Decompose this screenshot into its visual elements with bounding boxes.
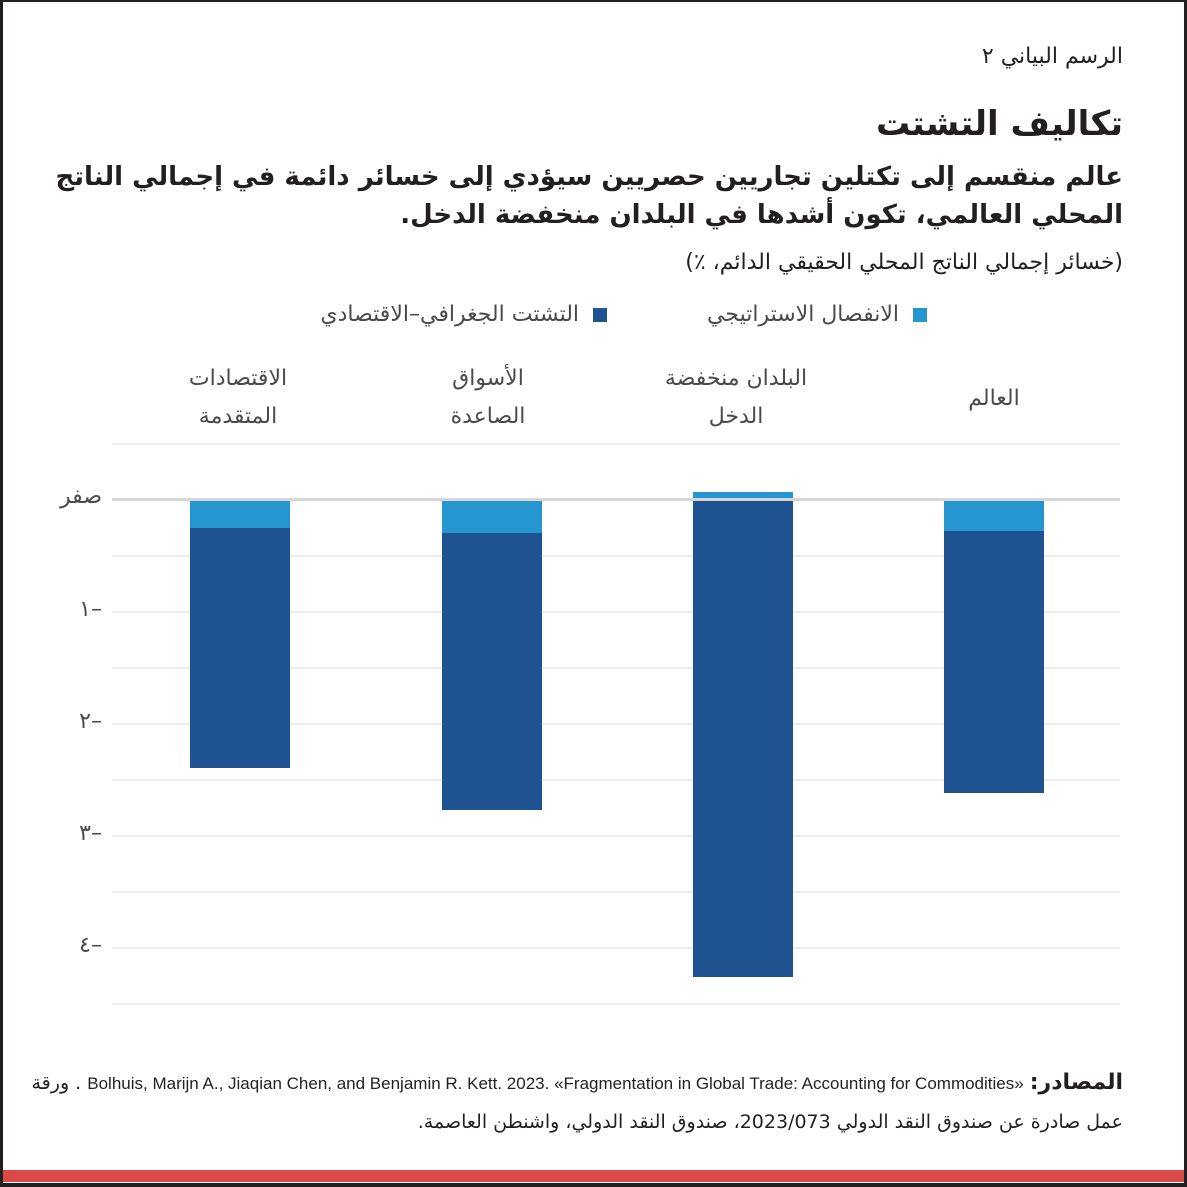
category-label-advanced: الاقتصادات المتقدمة <box>128 360 348 436</box>
gridline <box>112 1003 1120 1005</box>
legend-item-strategic: الانفصال الاستراتيجي <box>707 302 927 327</box>
bar-low-income-strategic <box>693 492 793 498</box>
legend-label: التشتت الجغرافي–الاقتصادي <box>320 302 580 327</box>
gridline <box>112 835 1120 837</box>
category-label-line: العالم <box>968 386 1020 411</box>
bar-emerging-strategic <box>442 501 542 533</box>
unit-note: (خسائر إجمالي الناتج المحلي الحقيقي الدا… <box>685 250 1123 275</box>
source-label: المصادر: <box>1029 1070 1123 1095</box>
bar-world-geoeconomic <box>944 531 1044 793</box>
category-label-line: الدخل <box>708 404 764 429</box>
gridline <box>112 443 1120 445</box>
legend-item-geoeconomic: التشتت الجغرافي–الاقتصادي <box>320 302 608 327</box>
bar-emerging-geoeconomic <box>442 533 542 810</box>
legend-swatch-geoeconomic <box>593 307 608 322</box>
gridline-zero <box>112 498 1120 501</box>
y-tick-label: –٤ <box>79 933 102 958</box>
gridline <box>112 555 1120 557</box>
category-label-line: المتقدمة <box>198 404 278 429</box>
gridline <box>112 947 1120 949</box>
gridline <box>112 723 1120 725</box>
y-tick-label: صفر <box>60 484 102 509</box>
legend-label: الانفصال الاستراتيجي <box>707 302 899 327</box>
source-citation-ar: . ورقة عمل صادرة عن صندوق النقد الدولي 2… <box>31 1072 1124 1133</box>
y-tick-label: –٣ <box>79 821 102 846</box>
gridline <box>112 667 1120 669</box>
legend: الانفصال الاستراتيجي التشتت الجغرافي–الا… <box>320 302 927 327</box>
y-tick-label: –١ <box>79 597 102 622</box>
chart-subtitle: عالم منقسم إلى تكتلين تجاريين حصريين سيؤ… <box>55 162 1123 230</box>
chart-number-label: الرسم البياني ٢ <box>981 44 1123 69</box>
category-label-line: البلدان منخفضة <box>664 366 808 391</box>
category-label-world: العالم <box>884 380 1104 418</box>
bar-advanced-strategic <box>190 501 290 528</box>
y-tick-label: –٢ <box>79 709 102 734</box>
bar-world-strategic <box>944 501 1044 531</box>
gridline <box>112 891 1120 893</box>
legend-swatch-strategic <box>913 307 927 322</box>
chart-title: تكاليف التشتت <box>875 104 1123 144</box>
category-label-low-income: البلدان منخفضة الدخل <box>626 360 846 436</box>
category-label-line: الأسواق <box>452 366 524 391</box>
category-label-emerging: الأسواق الصاعدة <box>378 360 598 436</box>
category-label-line: الصاعدة <box>450 404 526 429</box>
source-note: المصادر: Bolhuis, Marijn A., Jiaqian Che… <box>30 1064 1124 1141</box>
category-label-line: الاقتصادات <box>188 366 288 391</box>
gridline <box>112 611 1120 613</box>
bar-low-income-geoeconomic <box>693 501 793 977</box>
accent-bar <box>3 1170 1184 1182</box>
bar-advanced-geoeconomic <box>190 528 290 768</box>
gridline <box>112 779 1120 781</box>
source-citation-en: Bolhuis, Marijn A., Jiaqian Chen, and Be… <box>87 1074 1024 1093</box>
